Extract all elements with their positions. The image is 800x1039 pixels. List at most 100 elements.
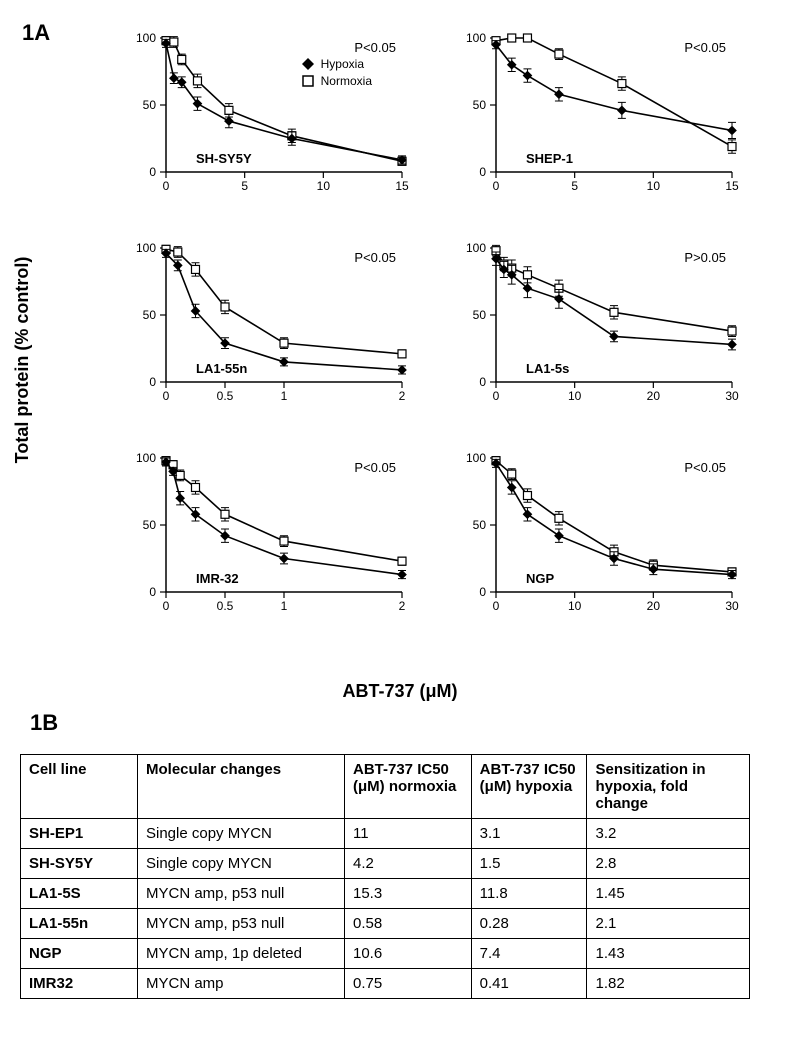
table-cell: 7.4: [471, 939, 587, 969]
table-cell: MYCN amp, p53 null: [138, 879, 345, 909]
chart-sh-sy5y: 050100051015P<0.05SH-SY5YHypoxiaNormoxia: [120, 30, 410, 200]
svg-text:0: 0: [493, 389, 500, 403]
p-value-label: P<0.05: [354, 40, 396, 55]
table-cell: 1.43: [587, 939, 750, 969]
cell-line-label: LA1-5s: [526, 361, 569, 376]
table-cell: MYCN amp, p53 null: [138, 909, 345, 939]
ic50-table: Cell lineMolecular changesABT-737 IC50 (…: [20, 754, 750, 999]
svg-text:10: 10: [647, 179, 661, 193]
table-header-cell: ABT-737 IC50 (μM) normoxia: [345, 755, 472, 819]
svg-text:100: 100: [136, 451, 156, 465]
table-cell: 10.6: [345, 939, 472, 969]
svg-text:30: 30: [725, 599, 739, 613]
svg-text:0: 0: [479, 585, 486, 599]
table-header-cell: Molecular changes: [138, 755, 345, 819]
p-value-label: P<0.05: [354, 250, 396, 265]
table-cell: 1.82: [587, 969, 750, 999]
svg-text:0.5: 0.5: [217, 599, 234, 613]
svg-text:0: 0: [163, 179, 170, 193]
svg-text:50: 50: [473, 518, 487, 532]
svg-text:2: 2: [399, 389, 406, 403]
table-cell: 11: [345, 819, 472, 849]
diamond-filled-icon: [301, 57, 315, 71]
legend: HypoxiaNormoxia: [301, 56, 372, 90]
p-value-label: P<0.05: [684, 40, 726, 55]
table-cell: SH-SY5Y: [21, 849, 138, 879]
table-cell: 3.2: [587, 819, 750, 849]
svg-text:5: 5: [571, 179, 578, 193]
table-cell: LA1-55n: [21, 909, 138, 939]
table-row: IMR32MYCN amp0.750.411.82: [21, 969, 750, 999]
svg-text:1: 1: [281, 599, 288, 613]
p-value-label: P<0.05: [684, 460, 726, 475]
svg-text:15: 15: [395, 179, 409, 193]
table-cell: Single copy MYCN: [138, 849, 345, 879]
table-body: SH-EP1Single copy MYCN113.13.2SH-SY5YSin…: [21, 819, 750, 999]
svg-text:50: 50: [473, 98, 487, 112]
svg-text:1: 1: [281, 389, 288, 403]
svg-text:0: 0: [149, 585, 156, 599]
table-row: NGPMYCN amp, 1p deleted10.67.41.43: [21, 939, 750, 969]
svg-text:100: 100: [466, 31, 486, 45]
svg-text:10: 10: [568, 389, 582, 403]
cell-line-label: IMR-32: [196, 571, 239, 586]
table-cell: 2.8: [587, 849, 750, 879]
svg-text:5: 5: [241, 179, 248, 193]
table-cell: SH-EP1: [21, 819, 138, 849]
cell-line-label: LA1-55n: [196, 361, 247, 376]
table-header-row: Cell lineMolecular changesABT-737 IC50 (…: [21, 755, 750, 819]
svg-text:10: 10: [568, 599, 582, 613]
chart-ngp: 0 50 100 0 10 20 30 P<0.05 NGP: [450, 450, 740, 620]
svg-text:20: 20: [647, 389, 661, 403]
svg-text:20: 20: [647, 599, 661, 613]
table-cell: LA1-5S: [21, 879, 138, 909]
svg-text:0: 0: [163, 599, 170, 613]
y-axis-label: Total protein (% control): [12, 257, 33, 464]
table-cell: 0.41: [471, 969, 587, 999]
table-cell: 0.58: [345, 909, 472, 939]
cell-line-label: NGP: [526, 571, 554, 586]
cell-line-label: SHEP-1: [526, 151, 573, 166]
svg-text:0: 0: [149, 165, 156, 179]
table-row: LA1-5SMYCN amp, p53 null15.311.81.45: [21, 879, 750, 909]
panel-b-label: 1B: [30, 710, 790, 736]
svg-text:0: 0: [493, 179, 500, 193]
chart-la1-5s: 0501000102030P>0.05LA1-5s: [450, 240, 740, 410]
table-cell: 2.1: [587, 909, 750, 939]
table-cell: NGP: [21, 939, 138, 969]
svg-text:0: 0: [163, 389, 170, 403]
x-axis-label: ABT-737 (μM): [20, 681, 780, 702]
table-cell: 0.75: [345, 969, 472, 999]
legend-item-hypoxia: Hypoxia: [301, 56, 372, 73]
chart-shep-1: 0 50 100 0 5 10 15 P<0.05 SHEP-1: [450, 30, 740, 200]
svg-text:50: 50: [473, 308, 487, 322]
svg-text:15: 15: [725, 179, 739, 193]
svg-text:50: 50: [143, 518, 157, 532]
svg-text:0: 0: [493, 599, 500, 613]
svg-text:2: 2: [399, 599, 406, 613]
table-header-cell: Cell line: [21, 755, 138, 819]
legend-item-normoxia: Normoxia: [301, 73, 372, 90]
table-row: SH-EP1Single copy MYCN113.13.2: [21, 819, 750, 849]
svg-text:100: 100: [466, 451, 486, 465]
table-cell: 1.5: [471, 849, 587, 879]
figure-container: 1A Total protein (% control) ABT-737 (μM…: [20, 20, 780, 999]
table-cell: 4.2: [345, 849, 472, 879]
svg-text:0: 0: [149, 375, 156, 389]
svg-text:100: 100: [136, 31, 156, 45]
table-cell: 1.45: [587, 879, 750, 909]
svg-text:50: 50: [143, 98, 157, 112]
table-row: SH-SY5YSingle copy MYCN4.21.52.8: [21, 849, 750, 879]
table-cell: Single copy MYCN: [138, 819, 345, 849]
svg-text:0: 0: [479, 165, 486, 179]
svg-text:50: 50: [143, 308, 157, 322]
p-value-label: P>0.05: [684, 250, 726, 265]
table-cell: IMR32: [21, 969, 138, 999]
table-header-cell: ABT-737 IC50 (μM) hypoxia: [471, 755, 587, 819]
chart-la1-55n: 05010000.512P<0.05LA1-55n: [120, 240, 410, 410]
svg-text:10: 10: [317, 179, 331, 193]
svg-text:100: 100: [466, 241, 486, 255]
charts-area: Total protein (% control) ABT-737 (μM) 0…: [20, 20, 780, 700]
table-header-cell: Sensitization in hypoxia, fold change: [587, 755, 750, 819]
svg-text:100: 100: [136, 241, 156, 255]
